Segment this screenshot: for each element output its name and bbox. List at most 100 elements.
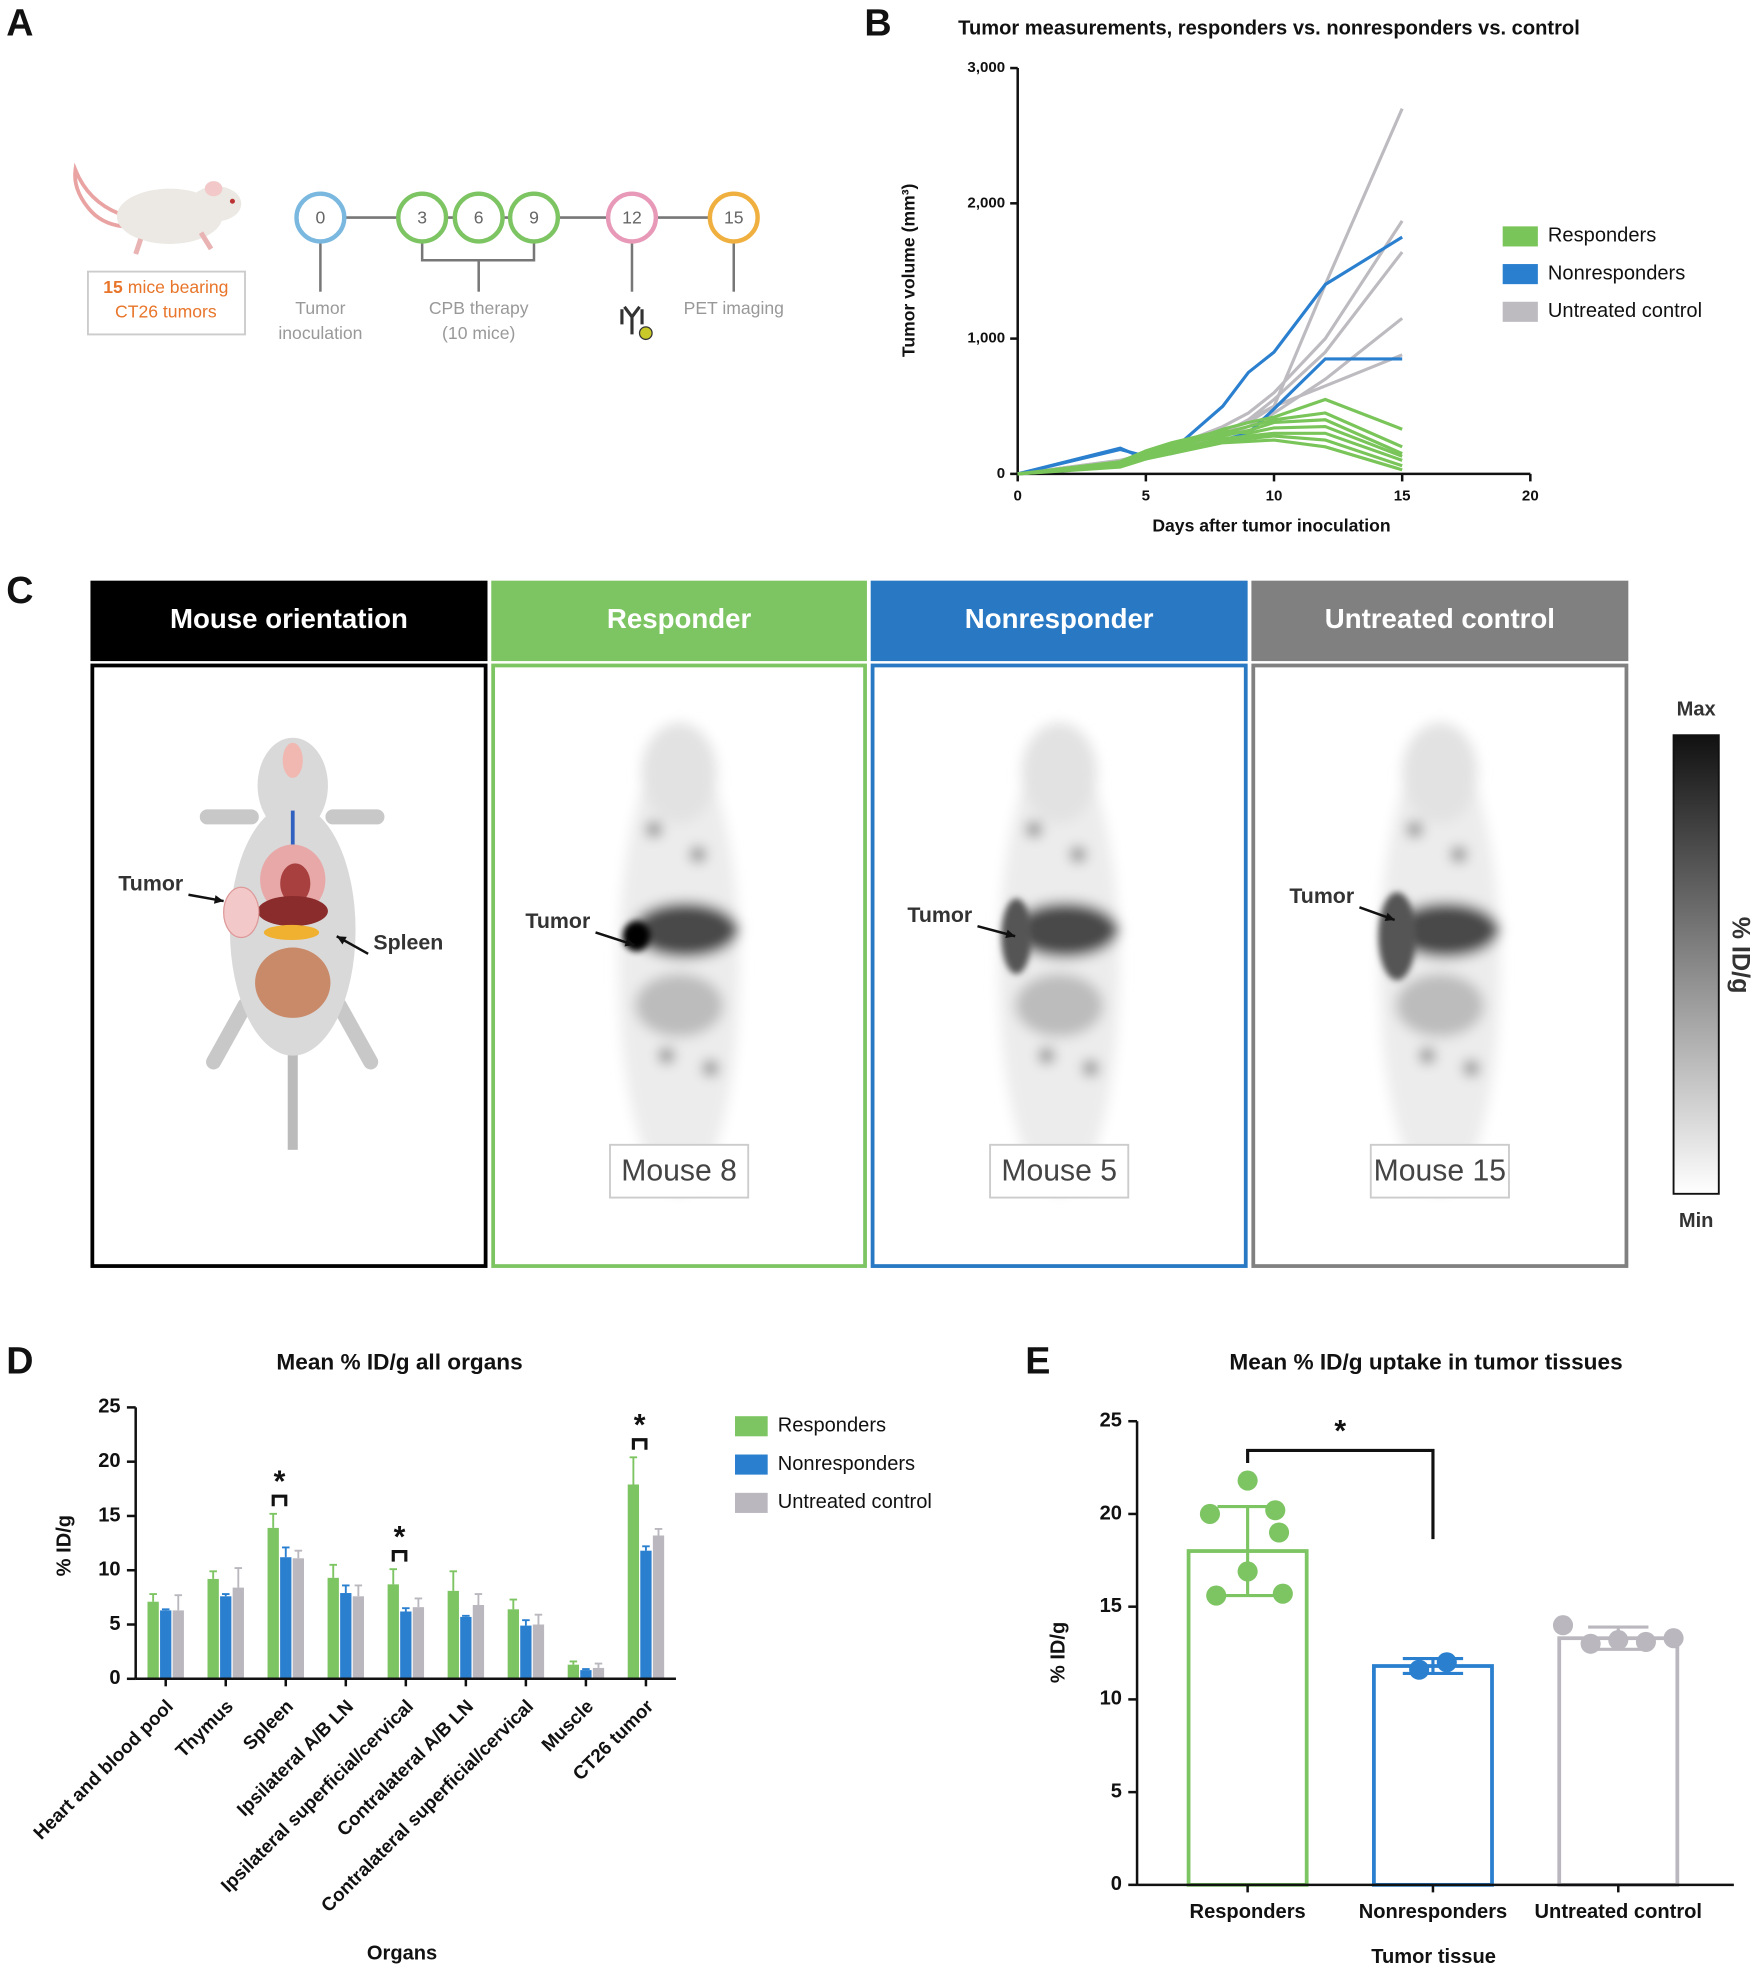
- pet-liver: [632, 902, 739, 958]
- y-axis-title: Tumor volume (mm³): [898, 184, 918, 358]
- data-point: [1265, 1500, 1286, 1521]
- bar: [387, 1584, 399, 1679]
- y-tick-label: 15: [98, 1504, 120, 1526]
- bar: [267, 1527, 279, 1679]
- y-tick-label: 0: [109, 1667, 120, 1689]
- error-bar: [1217, 1504, 1278, 1598]
- error-bar: [221, 1593, 230, 1597]
- bar: [532, 1624, 545, 1679]
- arrow-head: [1384, 912, 1395, 921]
- bar: [147, 1601, 159, 1679]
- pet-liver: [1393, 902, 1499, 958]
- timeline-day: 0: [315, 207, 325, 227]
- error-bar: [342, 1584, 350, 1594]
- y-tick-label: 20: [98, 1450, 120, 1472]
- pet-silhouette: [1379, 741, 1501, 1194]
- error-bar: [294, 1549, 303, 1559]
- timeline-day: 6: [474, 207, 484, 227]
- organ-label: Tumor: [118, 871, 183, 895]
- bar: [172, 1610, 184, 1679]
- pet-hotspot: [1407, 821, 1423, 837]
- pet-image: Mouse 15: [1369, 722, 1510, 1199]
- x-tick-label: 10: [1266, 487, 1283, 504]
- timeline-node: [396, 191, 449, 244]
- legend-label: Untreated control: [778, 1491, 932, 1513]
- error-bar: [209, 1570, 217, 1579]
- column-header-box: [491, 580, 867, 662]
- pet-hotspot: [1451, 847, 1467, 863]
- arrow-head: [336, 936, 347, 945]
- data-point: [1552, 1615, 1574, 1636]
- error-bar: [354, 1584, 363, 1597]
- x-tick-label: Untreated control: [1535, 1901, 1702, 1923]
- pet-head: [641, 722, 717, 824]
- significance-bracket: [271, 1494, 288, 1507]
- y-tick-label: 20: [1100, 1502, 1122, 1524]
- cohort-box: [87, 270, 246, 336]
- mouse-id: Mouse 15: [1374, 1154, 1506, 1187]
- limbs: [199, 809, 385, 1070]
- bar: [592, 1667, 605, 1679]
- timeline-day: 3: [417, 207, 427, 227]
- cohort-text: 15 mice bearing: [103, 277, 228, 297]
- column-header-box: [870, 580, 1248, 662]
- panel-letter: A: [6, 1, 33, 43]
- panel-letter: B: [864, 1, 891, 43]
- bar: [567, 1664, 580, 1679]
- bar: [327, 1577, 339, 1679]
- data-point: [1268, 1522, 1290, 1543]
- pet-tumor: [1378, 892, 1416, 981]
- error-bar: [161, 1608, 170, 1611]
- data-point: [1206, 1585, 1227, 1606]
- error-bar: [474, 1593, 483, 1605]
- x-tick-label: 15: [1394, 487, 1411, 504]
- y-tick-label: 2,000: [967, 194, 1005, 211]
- pet-image: Mouse 5: [989, 722, 1130, 1199]
- pet-tumor: [1001, 898, 1032, 974]
- timeline-label: PET imaging: [684, 298, 784, 318]
- x-axis-title: Days after tumor inoculation: [1152, 515, 1390, 535]
- pet-hotspot: [690, 847, 706, 863]
- error-bar: [281, 1546, 290, 1558]
- organ-label: Tumor: [525, 909, 590, 933]
- organ-label: Tumor: [907, 903, 972, 927]
- chart-title: Tumor measurements, responders vs. nonre…: [958, 17, 1580, 39]
- liver: [257, 896, 328, 927]
- timeline-label: Tumor: [295, 298, 345, 318]
- y-axis-title: % ID/g: [54, 1515, 76, 1576]
- bar: [652, 1535, 665, 1679]
- legend-label: Responders: [778, 1415, 886, 1437]
- pet-silhouette: [618, 741, 740, 1194]
- pet-body: [618, 722, 740, 1194]
- pet-hotspot: [658, 1048, 675, 1064]
- y-tick-label: 5: [1111, 1780, 1122, 1802]
- significance-bracket: [391, 1549, 408, 1562]
- panel-letter: E: [1025, 1339, 1050, 1381]
- bar: [447, 1590, 459, 1679]
- y-tick-label: 15: [1100, 1595, 1122, 1617]
- y-tick-label: 0: [1111, 1873, 1122, 1895]
- pet-hotspot: [1070, 847, 1086, 863]
- timeline-node: [507, 191, 561, 244]
- error-bar: [269, 1512, 277, 1528]
- x-tick-label: Nonresponders: [1359, 1901, 1508, 1923]
- y-tick-label: 1,000: [967, 330, 1005, 347]
- panel-c: Mouse orientation Tumor Spleen Responder Mou…: [90, 580, 1754, 1268]
- data-point: [1199, 1503, 1220, 1525]
- organ-label: Tumor: [1289, 884, 1354, 908]
- column-header: Untreated control: [1325, 603, 1555, 634]
- error-bar: [462, 1614, 470, 1617]
- error-bar: [329, 1563, 338, 1578]
- y-tick-label: 10: [1100, 1688, 1122, 1710]
- chart-title: Mean % ID/g all organs: [276, 1349, 522, 1374]
- y-tick-label: 25: [1100, 1410, 1122, 1432]
- error-bar: [389, 1568, 398, 1585]
- bar: [507, 1609, 519, 1679]
- pet-body: [1379, 722, 1501, 1194]
- legend-label: Untreated control: [1548, 300, 1702, 322]
- series-line: [1017, 438, 1403, 476]
- y-tick-label: 25: [98, 1396, 120, 1418]
- y-tick-label: 0: [997, 465, 1005, 482]
- error-bar: [582, 1668, 590, 1671]
